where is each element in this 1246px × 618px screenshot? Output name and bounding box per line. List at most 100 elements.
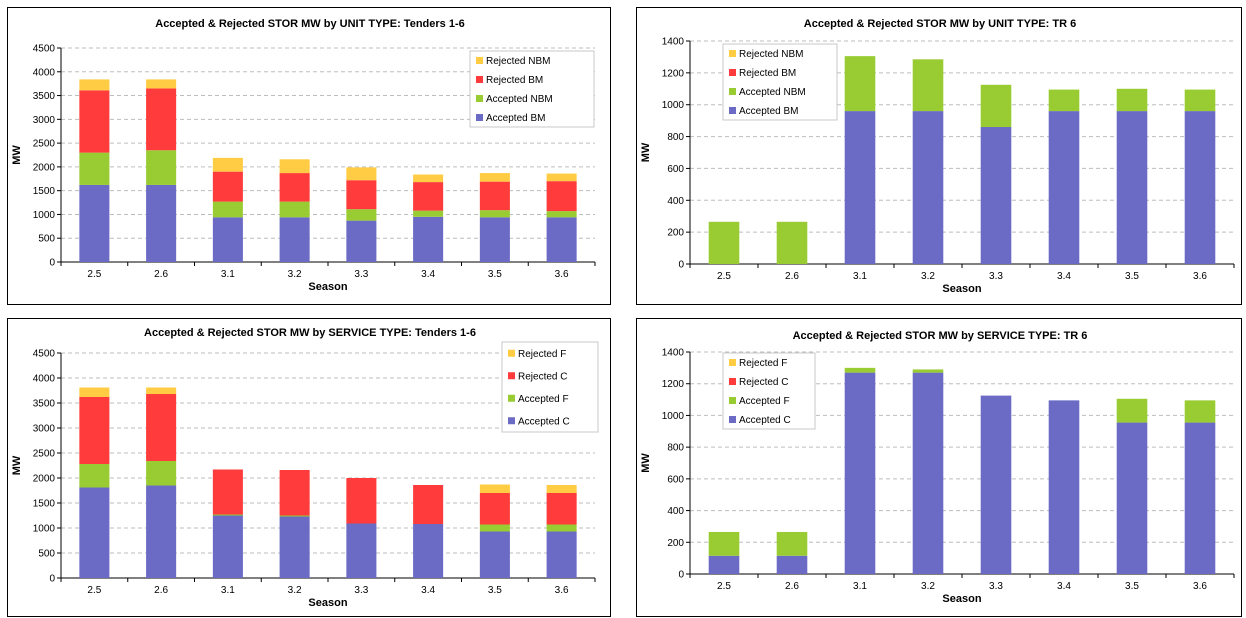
bar-rejected-c xyxy=(212,469,243,515)
bar-rejected-f xyxy=(546,485,577,493)
bar-rejected-bm xyxy=(413,182,444,211)
x-tick-label: 3.3 xyxy=(354,585,368,596)
legend-swatch xyxy=(508,349,515,357)
bar-accepted-c xyxy=(279,516,310,578)
x-tick-label: 3.4 xyxy=(421,269,435,280)
bar-accepted-f xyxy=(279,515,310,517)
bar-accepted-bm xyxy=(980,127,1012,264)
x-tick-label: 3.3 xyxy=(989,271,1003,282)
bar-accepted-c xyxy=(1116,422,1148,574)
legend-swatch xyxy=(729,50,736,57)
y-tick-label: 1500 xyxy=(33,186,56,197)
y-tick-label: 1400 xyxy=(662,348,685,359)
bar-accepted-f xyxy=(844,367,876,373)
bar-rejected-nbm xyxy=(146,79,177,89)
bar-rejected-c xyxy=(346,478,377,524)
legend-label: Rejected NBM xyxy=(486,56,550,67)
bar-rejected-f xyxy=(79,387,110,397)
x-tick-label: 3.1 xyxy=(853,271,867,282)
x-tick-label: 3.1 xyxy=(853,581,867,592)
legend-box xyxy=(722,352,816,430)
bar-accepted-nbm xyxy=(413,210,444,217)
y-tick-label: 1000 xyxy=(33,524,56,535)
chart-service-type-tenders: Accepted & Rejected STOR MW by SERVICE T… xyxy=(11,327,599,609)
y-tick-label: 0 xyxy=(49,574,55,585)
y-tick-label: 800 xyxy=(667,443,684,454)
x-tick-label: 3.6 xyxy=(1193,581,1207,592)
bar-accepted-c xyxy=(79,487,110,578)
bar-accepted-c xyxy=(708,555,740,574)
bar-accepted-bm xyxy=(1116,111,1148,264)
x-tick-label: 2.6 xyxy=(154,269,168,280)
legend-swatch xyxy=(476,114,483,121)
chart-title: Accepted & Rejected STOR MW by SERVICE T… xyxy=(144,327,476,339)
y-tick-label: 2000 xyxy=(33,162,56,173)
chart-panel-service-type-tenders: Accepted & Rejected STOR MW by SERVICE T… xyxy=(7,318,611,617)
x-tick-label: 2.5 xyxy=(87,269,101,280)
chart-title: Accepted & Rejected STOR MW by UNIT TYPE… xyxy=(155,18,465,30)
bar-accepted-bm xyxy=(479,217,510,262)
legend-box xyxy=(469,50,595,128)
y-tick-label: 0 xyxy=(678,260,684,271)
legend-swatch xyxy=(508,372,515,380)
bar-accepted-f xyxy=(479,524,510,532)
y-tick-label: 2500 xyxy=(33,449,56,460)
bar-accepted-nbm xyxy=(844,56,876,112)
y-tick-label: 0 xyxy=(678,570,684,581)
y-tick-label: 200 xyxy=(667,538,684,549)
y-axis-title: MW xyxy=(11,455,23,475)
x-tick-label: 3.4 xyxy=(421,585,435,596)
x-tick-label: 3.4 xyxy=(1057,581,1071,592)
legend-swatch xyxy=(476,57,483,64)
y-tick-label: 600 xyxy=(667,474,684,485)
bar-accepted-f xyxy=(546,524,577,532)
bar-accepted-c xyxy=(912,372,944,574)
x-tick-label: 3.3 xyxy=(354,269,368,280)
legend-label: Rejected BM xyxy=(486,75,543,86)
y-tick-label: 1000 xyxy=(662,411,685,422)
bar-rejected-bm xyxy=(546,181,577,212)
bar-rejected-nbm xyxy=(346,167,377,181)
bar-rejected-bm xyxy=(146,88,177,151)
y-tick-label: 400 xyxy=(667,196,684,207)
y-tick-label: 500 xyxy=(38,234,55,245)
legend-swatch xyxy=(508,394,515,402)
x-axis-title: Season xyxy=(942,283,981,295)
bar-accepted-f xyxy=(146,461,177,486)
bar-rejected-c xyxy=(479,493,510,525)
x-tick-label: 3.5 xyxy=(488,585,502,596)
bar-accepted-c xyxy=(980,395,1012,574)
chart-unit-type-tr6: Accepted & Rejected STOR MW by UNIT TYPE… xyxy=(640,18,1235,295)
x-tick-label: 3.2 xyxy=(921,581,935,592)
bar-accepted-bm xyxy=(546,217,577,262)
legend-swatch xyxy=(729,359,736,366)
y-tick-label: 200 xyxy=(667,228,684,239)
bar-accepted-nbm xyxy=(912,59,944,112)
x-tick-label: 3.5 xyxy=(1125,271,1139,282)
chart-service-type-tr6: Accepted & Rejected STOR MW by SERVICE T… xyxy=(640,330,1235,605)
bar-accepted-c xyxy=(844,372,876,574)
bar-accepted-nbm xyxy=(708,221,740,264)
legend-swatch xyxy=(729,397,736,404)
bar-rejected-c xyxy=(79,397,110,464)
legend-label: Accepted NBM xyxy=(739,87,806,98)
bar-rejected-nbm xyxy=(479,173,510,182)
y-axis-title: MW xyxy=(640,453,652,473)
bar-accepted-f xyxy=(1116,398,1148,423)
legend-swatch xyxy=(729,378,736,385)
x-axis-title: Season xyxy=(942,593,981,605)
bar-rejected-bm xyxy=(79,90,110,153)
legend-label: Rejected F xyxy=(739,358,787,369)
bar-rejected-bm xyxy=(346,180,377,210)
bar-rejected-c xyxy=(146,394,177,461)
chart-panel-service-type-tr6: Accepted & Rejected STOR MW by SERVICE T… xyxy=(636,318,1242,617)
x-tick-label: 2.6 xyxy=(154,585,168,596)
bar-accepted-c xyxy=(146,485,177,578)
bar-accepted-nbm xyxy=(1116,88,1148,112)
bar-accepted-nbm xyxy=(479,210,510,218)
legend-label: Accepted F xyxy=(739,396,790,407)
bar-accepted-bm xyxy=(413,216,444,262)
x-tick-label: 3.6 xyxy=(555,269,569,280)
bar-rejected-bm xyxy=(279,173,310,202)
bar-accepted-bm xyxy=(212,217,243,262)
